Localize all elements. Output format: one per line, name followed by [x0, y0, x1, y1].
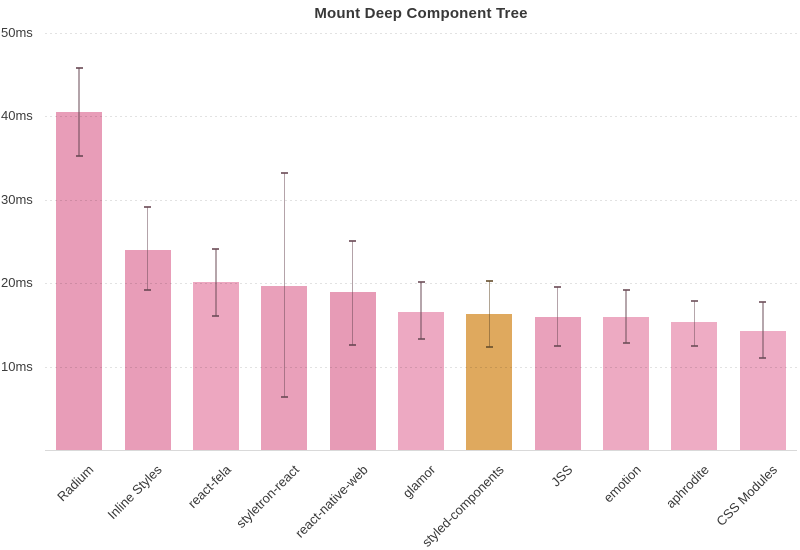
- error-bar-cap: [622, 342, 630, 345]
- error-bar-cap: [417, 281, 425, 284]
- y-tick-label: 40ms: [1, 108, 33, 124]
- error-bar-cap: [417, 338, 425, 341]
- error-bar-emotion: [625, 289, 627, 344]
- error-bar-cap: [554, 286, 562, 289]
- y-tick-label: 10ms: [1, 358, 33, 374]
- error-bar-cap: [75, 155, 83, 158]
- error-bar-cap: [212, 314, 220, 317]
- error-bar-radium: [78, 68, 80, 157]
- x-tick-label-emotion: emotion: [600, 462, 644, 506]
- x-tick-label-styletron-react: styletron-react: [233, 462, 302, 531]
- error-bar-cap: [485, 345, 493, 348]
- error-bar-cap: [622, 288, 630, 291]
- gridline: [45, 366, 797, 368]
- error-bar-cap: [690, 299, 698, 302]
- error-bar-glamor: [420, 282, 422, 340]
- y-tick-label: 30ms: [1, 191, 33, 207]
- error-bar-cap: [554, 344, 562, 347]
- x-tick-label-jss: JSS: [547, 462, 576, 490]
- error-bar-jss: [556, 287, 559, 346]
- y-tick-label: 20ms: [1, 275, 33, 291]
- error-bar-inline-styles: [146, 207, 149, 290]
- x-tick-label-inline-styles: Inline Styles: [104, 462, 166, 523]
- y-tick-label: 50ms: [1, 25, 33, 40]
- error-bar-css-modules: [762, 302, 764, 359]
- error-bar-cap: [144, 206, 152, 209]
- bar-radium: [56, 112, 103, 450]
- x-tick-label-react-native-web: react-native-web: [291, 462, 371, 541]
- error-bar-cap: [759, 301, 767, 304]
- x-tick-label-radium: Radium: [54, 462, 97, 505]
- x-tick-label-css-modules: CSS Modules: [713, 462, 781, 529]
- error-bar-styled-components: [488, 280, 491, 347]
- error-bar-cap: [485, 279, 493, 282]
- x-tick-label-react-fela: react-fela: [184, 462, 234, 511]
- error-bar-cap: [280, 396, 288, 399]
- gridline: [45, 33, 797, 34]
- gridline: [45, 116, 797, 118]
- error-bar-styletron-react: [283, 173, 286, 398]
- error-bar-cap: [349, 343, 357, 346]
- error-bar-cap: [690, 344, 698, 347]
- gridline: [45, 199, 797, 201]
- x-tick-label-glamor: glamor: [399, 462, 439, 501]
- error-bar-react-native-web: [351, 240, 354, 345]
- error-bar-cap: [144, 288, 152, 291]
- chart-title: Mount Deep Component Tree: [314, 5, 528, 22]
- error-bar-cap: [759, 357, 767, 360]
- x-axis-line: [45, 450, 797, 451]
- x-tick-label-aphrodite: aphrodite: [663, 462, 713, 511]
- error-bar-cap: [75, 67, 83, 70]
- error-bar-aphrodite: [693, 300, 696, 346]
- error-bar-react-fela: [215, 249, 217, 316]
- plot-area: Radium Inline Styles react-fela styletron-r…: [45, 33, 797, 550]
- error-bar-cap: [280, 172, 288, 175]
- error-bar-cap: [349, 239, 357, 242]
- error-bar-cap: [212, 248, 220, 250]
